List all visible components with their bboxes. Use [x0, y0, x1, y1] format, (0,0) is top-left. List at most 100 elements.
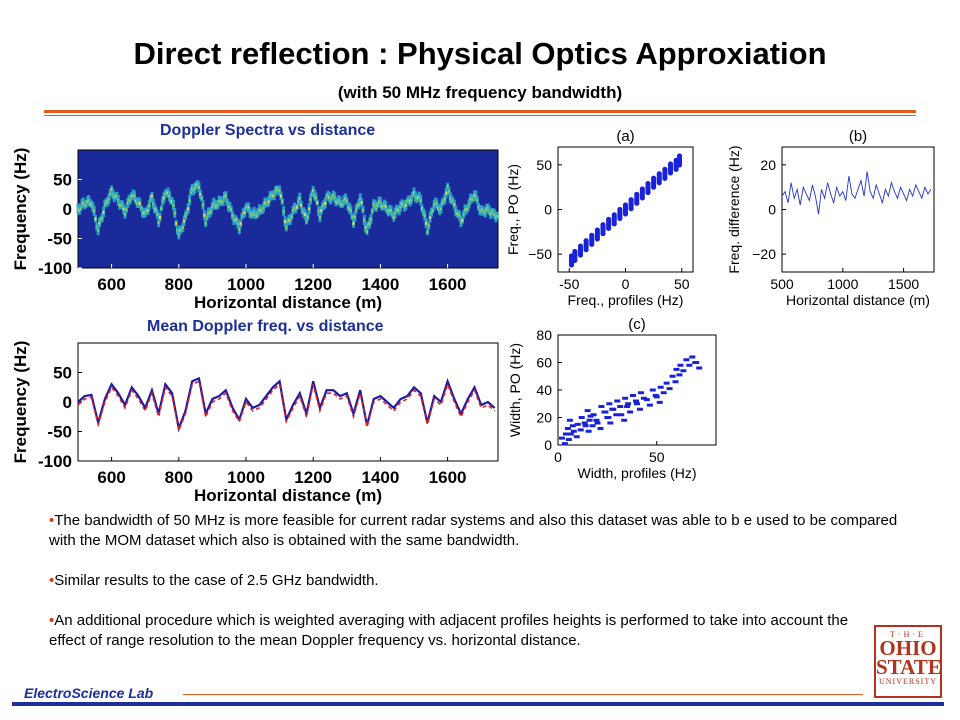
scatter-point	[606, 216, 612, 222]
x-tick-label: 800	[165, 468, 193, 487]
scatter-point	[589, 232, 595, 238]
series-line-1	[77, 380, 496, 434]
spectrum-peak	[445, 191, 448, 195]
spectrum-peak	[285, 226, 288, 230]
spectrum-peak	[458, 214, 461, 218]
x-tick-label: 0	[554, 449, 562, 465]
spectrum-peak	[446, 184, 449, 188]
y-tick-label: 60	[536, 354, 552, 370]
scatter-point	[566, 418, 573, 422]
spectrum-peak	[304, 213, 307, 217]
scatter-point	[602, 410, 609, 414]
bullet-list: The bandwidth of 50 MHz is more feasible…	[49, 511, 899, 651]
scatter-point	[686, 363, 693, 367]
spectrum-peak	[352, 221, 355, 225]
spectrum-peak	[384, 205, 387, 209]
scatter-point	[574, 422, 581, 426]
logo-line: UNIVERSITY	[879, 677, 937, 686]
scatter-point	[636, 407, 643, 411]
spectrum-peak	[290, 215, 293, 219]
scatter-point	[622, 396, 629, 400]
spectrum-peak	[364, 226, 367, 230]
scatter-point	[645, 181, 651, 187]
y-tick-label: 0	[544, 201, 552, 217]
spectrum-peak	[353, 215, 356, 219]
y-axis-label: Freq. difference (Hz)	[726, 145, 742, 273]
scatter-point	[627, 410, 634, 414]
bullet-item: The bandwidth of 50 MHz is more feasible…	[49, 511, 899, 551]
scatter-point	[667, 161, 674, 167]
spectrum-peak	[102, 210, 105, 214]
spectrum-peak	[320, 209, 323, 213]
x-tick-label: 1200	[294, 275, 332, 294]
spectrum-peak	[267, 199, 270, 203]
spectrum-peak	[181, 225, 184, 229]
mean-doppler-title: Mean Doppler freq. vs distance	[147, 318, 384, 335]
bullet-item: Similar results to the case of 2.5 GHz b…	[49, 571, 899, 591]
scatter-point	[672, 380, 679, 384]
y-axis-label: Width, PO (Hz)	[507, 343, 523, 437]
spectrum-peak	[281, 200, 284, 204]
scatter-point	[696, 366, 703, 370]
spectrum-peak	[203, 213, 206, 217]
scatter-point	[590, 413, 597, 417]
spectrum-peak	[94, 217, 97, 221]
x-axis-label: Horizontal distance (m)	[194, 486, 382, 505]
spectrum-peak	[296, 205, 299, 209]
x-axis-label: Freq., profiles (Hz)	[568, 292, 684, 308]
scatter-point	[618, 413, 625, 417]
scatter-point	[649, 388, 656, 392]
scatter-point	[662, 166, 668, 172]
x-tick-label: 1200	[294, 468, 332, 487]
x-tick-label: 1000	[827, 276, 858, 292]
spectrum-peak	[461, 218, 464, 222]
slide-title: Direct reflection : Physical Optics Appr…	[133, 36, 827, 71]
spectrum-peak	[204, 221, 207, 225]
logo-line: OHIO	[879, 636, 937, 660]
scatter-point	[660, 391, 667, 395]
spectrum-peak	[298, 196, 301, 200]
spectrum-peak	[314, 196, 317, 200]
x-tick-label: 50	[649, 449, 665, 465]
footer-divider	[183, 694, 863, 695]
scatter-point	[586, 418, 593, 422]
panel-a-chart: -50 0 50 50 0 −50 Freq., profiles (Hz) Freq., P…	[505, 128, 694, 308]
title-divider	[44, 110, 916, 113]
scatter-point	[689, 355, 696, 359]
scatter-point	[617, 206, 623, 213]
spectrum-peak	[98, 221, 101, 225]
scatter-point	[598, 405, 605, 408]
spectrum-peak	[431, 208, 434, 212]
scatter-point	[653, 395, 660, 399]
y-tick-label: 20	[760, 157, 776, 173]
spectrum-peak	[193, 186, 196, 190]
spectrum-peak	[357, 202, 360, 206]
spectrum-peak	[360, 201, 363, 205]
scatter-point	[561, 442, 568, 446]
scatter-point	[577, 428, 584, 432]
y-tick-label: -50	[47, 422, 72, 441]
scatter-point	[613, 413, 620, 417]
x-tick-label: 1600	[429, 275, 467, 294]
y-tick-label: -50	[47, 229, 72, 248]
y-tick-label: 20	[536, 409, 552, 425]
logo-line: T·H·E	[890, 630, 926, 639]
scatter-point	[578, 416, 585, 419]
scatter-point	[593, 418, 600, 422]
spectrum-peak	[168, 194, 171, 198]
x-axis-label: Width, profiles (Hz)	[577, 465, 696, 481]
spectrum-peak	[365, 230, 368, 234]
spectrum-peak	[427, 224, 430, 228]
scatter-point	[646, 403, 653, 407]
spectrum-peak	[201, 203, 204, 207]
x-tick-label: 1000	[227, 468, 265, 487]
scatter-point	[669, 374, 676, 378]
panel-label: (b)	[849, 128, 867, 145]
panel-label: (a)	[616, 128, 634, 145]
spectrum-peak	[197, 186, 200, 190]
spectrum-peak	[129, 198, 132, 202]
y-tick-label: -100	[38, 452, 72, 471]
scatter-point	[621, 418, 628, 422]
scatter-point	[639, 186, 645, 192]
scatter-point	[693, 361, 700, 364]
